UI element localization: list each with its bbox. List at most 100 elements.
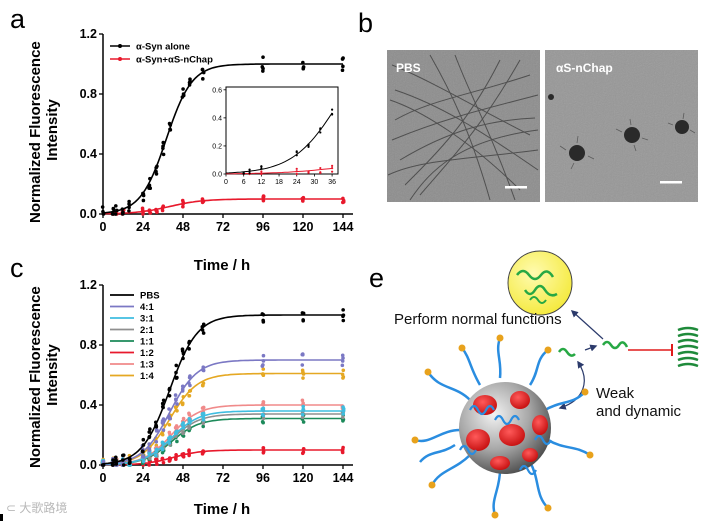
chartc-data-point xyxy=(260,372,265,376)
chartc-data-point xyxy=(154,459,159,464)
charta-data-point xyxy=(101,212,106,216)
chartc-fit-line xyxy=(103,413,343,466)
chartc-data-point xyxy=(181,416,186,421)
chartc-data-point xyxy=(261,367,266,371)
chartc-data-point xyxy=(167,436,171,440)
chartc-data-point xyxy=(154,439,159,444)
chartc-data-point xyxy=(201,449,205,454)
label-weak: Weak xyxy=(596,385,635,402)
charta-data-point xyxy=(148,211,152,215)
charta-data-point xyxy=(127,202,131,206)
free-monomer xyxy=(601,340,629,350)
chartc-data-point xyxy=(261,400,266,404)
chartc-data-point xyxy=(101,463,106,467)
chartc-data-point xyxy=(301,376,305,380)
label-perform-normal-functions: Perform normal functions xyxy=(394,311,562,328)
surface-coils xyxy=(459,404,552,476)
chartc-data-point xyxy=(148,427,152,431)
inset-data-point xyxy=(248,172,251,175)
chartc-xtick-label: 0 xyxy=(100,471,107,485)
charta-data-point xyxy=(301,195,306,200)
chartc-data-point xyxy=(180,402,185,406)
chartc-data-point xyxy=(153,420,158,425)
chartc-data-point xyxy=(340,450,345,455)
chartc-data-point xyxy=(261,406,266,411)
chartc-data-point xyxy=(161,398,166,403)
charta-ytick-label: 0.8 xyxy=(80,87,97,101)
panel-e-schematic: Perform normal functions Weak and dynami… xyxy=(394,250,699,519)
chartc-ytick-label: 0.4 xyxy=(80,398,97,412)
charta-data-point xyxy=(200,200,205,205)
panel-label-a: a xyxy=(10,4,26,34)
inset-data-point xyxy=(260,167,263,170)
chartc-data-point xyxy=(121,463,126,467)
chartc-data-point xyxy=(175,439,179,444)
chartc-data-point xyxy=(161,428,166,432)
charta-data-point xyxy=(200,197,205,201)
charta-data-point xyxy=(141,193,146,198)
inset-data-point xyxy=(248,170,251,173)
charta-data-point xyxy=(260,65,265,69)
chartc-data-point xyxy=(301,446,306,451)
chartc-data-point xyxy=(167,422,172,427)
chartc-data-point xyxy=(260,364,265,368)
charta-data-point xyxy=(147,183,152,188)
chartc-data-point xyxy=(180,384,185,389)
inset-data-point xyxy=(248,168,251,171)
chartc-data-point xyxy=(147,452,152,457)
charta-data-point xyxy=(341,64,345,69)
charta-data-point xyxy=(113,212,118,216)
charta-data-point xyxy=(160,206,165,211)
chartc-data-point xyxy=(147,435,151,440)
inset-ytick-label: 0.6 xyxy=(212,87,222,94)
chartc-data-point xyxy=(181,452,186,456)
chartc-data-point xyxy=(180,387,185,392)
inset-data-point xyxy=(331,164,334,168)
chartc-data-point xyxy=(127,457,132,461)
charta-data-point xyxy=(120,211,125,215)
tem-label-pbs: PBS xyxy=(396,61,421,75)
charta-data-point xyxy=(147,208,152,213)
chartc-data-point xyxy=(180,422,185,427)
chartc-data-point xyxy=(160,457,165,461)
chartc-data-point xyxy=(160,421,165,425)
inset-xtick-label: 6 xyxy=(242,179,246,186)
tem-image-nchap: αS-nChap xyxy=(545,50,698,202)
chartc-data-point xyxy=(173,431,178,436)
chartc-data-point xyxy=(167,387,172,392)
charta-data-point xyxy=(261,69,265,73)
charta-fit-line xyxy=(103,198,343,215)
charta-data-point xyxy=(261,55,265,59)
chartc-data-point xyxy=(261,359,266,363)
chartc-data-point xyxy=(153,453,158,458)
legend-label: PBS xyxy=(140,291,160,302)
chartc-data-point xyxy=(154,424,158,428)
charta-data-point xyxy=(340,68,345,73)
chartc-ytick-label: 0.8 xyxy=(80,338,97,352)
charta-data-point xyxy=(100,205,105,209)
legend-label: α-Syn+αS-nChap xyxy=(136,55,213,66)
chartc-data-point xyxy=(180,349,185,353)
inset-ytick-label: 0.4 xyxy=(212,115,222,122)
polymer-ends xyxy=(411,334,594,519)
inset-data-point xyxy=(319,166,322,170)
chartc-data-point xyxy=(161,460,166,465)
inset-xtick-label: 12 xyxy=(257,179,265,186)
inset-data-point xyxy=(295,151,298,154)
charta-xtick-label: 72 xyxy=(216,220,230,234)
chartc-data-point xyxy=(341,415,345,420)
inset-data-point xyxy=(307,144,310,148)
chartc-data-point xyxy=(187,411,191,416)
chartc-data-point xyxy=(200,367,205,372)
panel-a-legend: α-Syn alone α-Syn+αS-nChap xyxy=(110,42,213,66)
charta-data-point xyxy=(181,87,185,91)
chartc-data-point xyxy=(154,449,159,454)
tem-label-nchap: αS-nChap xyxy=(556,61,613,75)
chartc-data-point xyxy=(167,416,172,421)
chartc-data-point xyxy=(341,308,345,312)
legend-label: 3:1 xyxy=(140,314,154,325)
chartc-xtick-label: 96 xyxy=(256,471,270,485)
chartc-data-point xyxy=(200,406,205,410)
chartc-series-pbs xyxy=(100,308,346,467)
